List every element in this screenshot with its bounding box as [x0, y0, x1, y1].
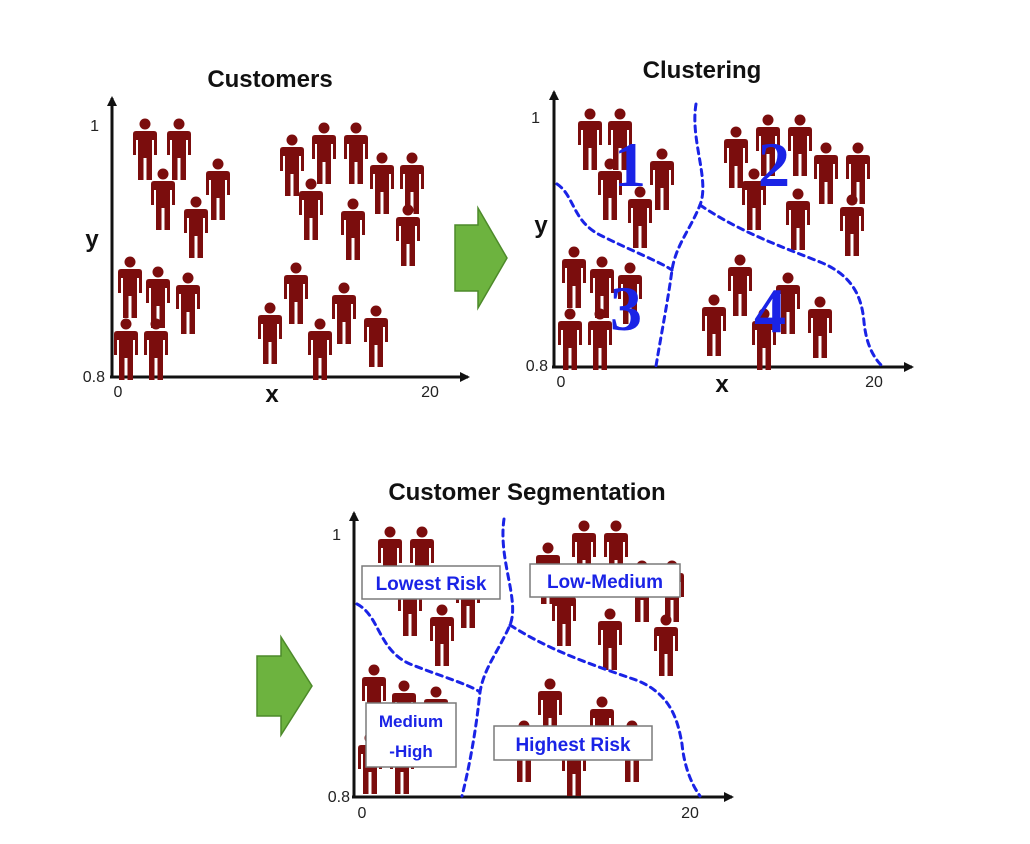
segmentation-x-max-tick: 20 [681, 805, 699, 822]
svg-text:Lowest Risk: Lowest Risk [376, 574, 487, 595]
segment-label-low-medium: Low-Medium [529, 563, 681, 598]
person-icon [400, 152, 424, 214]
person-icon [702, 294, 726, 356]
person-icon [562, 246, 586, 308]
clustering-panel: Clustering 1 0.8 0 20 y x [526, 57, 914, 398]
person-icon [364, 305, 388, 367]
person-icon [280, 134, 304, 196]
svg-text:Highest Risk: Highest Risk [515, 735, 631, 756]
person-icon [341, 198, 365, 260]
customers-y-max-tick: 1 [90, 118, 99, 135]
segment-boundary-right [508, 623, 702, 798]
person-icon [332, 282, 356, 344]
person-icon [430, 604, 454, 666]
person-icon [724, 126, 748, 188]
clustering-x-axis-label: x [715, 371, 729, 398]
customers-x-min-tick: 0 [114, 384, 123, 401]
segmentation-title: Customer Segmentation [388, 479, 665, 506]
clustering-people [558, 108, 870, 370]
person-icon [788, 114, 812, 176]
clustering-boundaries [555, 102, 884, 368]
person-icon [558, 308, 582, 370]
customers-people [114, 118, 424, 380]
person-icon [370, 152, 394, 214]
person-icon [846, 142, 870, 204]
customers-x-axis-label: x [265, 381, 279, 408]
segment-boundary-left [355, 602, 482, 694]
person-icon [308, 318, 332, 380]
segment-label-lowest-risk: Lowest Risk [361, 565, 501, 600]
segment-boundary-vertical [460, 517, 515, 798]
person-icon [146, 266, 170, 328]
clustering-y-max-tick: 1 [531, 110, 540, 127]
segmentation-panel: Customer Segmentation 1 0.8 0 20 [328, 479, 734, 822]
person-icon [114, 318, 138, 380]
person-icon [654, 614, 678, 676]
svg-text:Medium: Medium [379, 712, 443, 731]
person-icon [258, 302, 282, 364]
person-icon [184, 196, 208, 258]
customers-x-max-tick: 20 [421, 384, 439, 401]
person-icon [598, 608, 622, 670]
svg-text:-High: -High [389, 742, 432, 761]
cluster-number-1: 1 [614, 129, 646, 200]
segment-label-medium-high: Medium -High [365, 702, 457, 768]
segmentation-x-min-tick: 0 [358, 805, 367, 822]
person-icon [176, 272, 200, 334]
person-icon [814, 142, 838, 204]
person-icon [728, 254, 752, 316]
customers-y-min-tick: 0.8 [83, 369, 105, 386]
cluster-number-4: 4 [754, 275, 786, 346]
cluster-number-3: 3 [610, 273, 642, 344]
person-icon [808, 296, 832, 358]
customers-panel: Customers 1 0.8 0 20 y x [83, 66, 470, 408]
cluster-boundary-right [698, 203, 884, 368]
person-icon [578, 108, 602, 170]
right-arrow-icon [454, 205, 508, 311]
customers-y-axis-label: y [85, 226, 99, 253]
person-icon [118, 256, 142, 318]
person-icon [344, 122, 368, 184]
segment-label-highest-risk: Highest Risk [493, 725, 653, 761]
person-icon [284, 262, 308, 324]
cluster-boundary-vertical [654, 102, 705, 368]
right-arrow-icon [256, 634, 313, 738]
segmentation-boundaries [355, 517, 702, 798]
cluster-number-2: 2 [758, 129, 790, 200]
person-icon [151, 168, 175, 230]
clustering-y-min-tick: 0.8 [526, 358, 548, 375]
person-icon [133, 118, 157, 180]
cluster-boundary-left [555, 182, 674, 272]
person-icon [206, 158, 230, 220]
person-icon [650, 148, 674, 210]
svg-text:Low-Medium: Low-Medium [547, 572, 663, 593]
person-icon [299, 178, 323, 240]
segmentation-y-min-tick: 0.8 [328, 789, 350, 806]
segmentation-y-max-tick: 1 [332, 527, 341, 544]
clustering-x-max-tick: 20 [865, 374, 883, 391]
clustering-y-axis-label: y [534, 212, 548, 239]
person-icon [167, 118, 191, 180]
person-icon [312, 122, 336, 184]
clustering-x-min-tick: 0 [557, 374, 566, 391]
customers-title: Customers [207, 66, 332, 93]
clustering-title: Clustering [643, 57, 762, 84]
